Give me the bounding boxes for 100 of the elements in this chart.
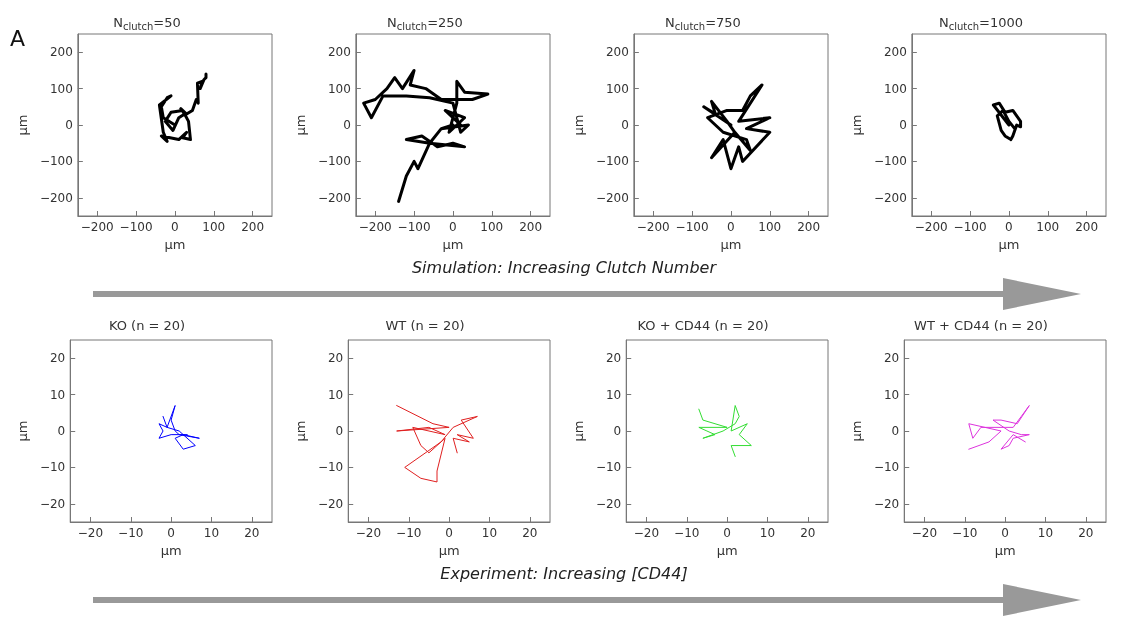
x-tick-label: 100 xyxy=(480,220,504,234)
y-tick-label: 0 xyxy=(65,118,73,132)
y-tick-label: 20 xyxy=(883,351,900,366)
y-axis-title: µm xyxy=(293,420,308,442)
x-axis-title: µm xyxy=(720,237,742,252)
y-tick-label: 200 xyxy=(883,45,907,60)
y-axis-title: µm xyxy=(849,420,864,442)
x-tick-label: −10 xyxy=(674,526,700,540)
y-tick-label: 20 xyxy=(49,351,66,366)
y-tick-label: −20 xyxy=(317,496,344,511)
y-tick-label: 100 xyxy=(49,81,73,96)
y-tick-label: 100 xyxy=(883,81,907,96)
x-tick-label: −20 xyxy=(355,526,382,540)
y-tick-label: −10 xyxy=(39,460,66,475)
x-tick-label: 0 xyxy=(727,220,735,234)
x-tick-label: 10 xyxy=(1037,526,1054,540)
x-axis-title: µm xyxy=(998,237,1020,252)
y-tick-label: 0 xyxy=(891,424,900,438)
x-tick-label: −100 xyxy=(119,220,153,234)
x-tick-label: −100 xyxy=(953,220,987,234)
x-tick-label: −200 xyxy=(636,220,670,234)
y-tick-label: −100 xyxy=(873,154,907,169)
x-tick-label: 200 xyxy=(519,220,543,234)
x-tick-label: −100 xyxy=(675,220,709,234)
x-tick-label: 20 xyxy=(522,526,538,540)
x-tick-label: 0 xyxy=(449,220,457,234)
line-series xyxy=(362,68,490,203)
y-tick-label: −200 xyxy=(317,190,351,205)
chart-title: WT (n = 20) xyxy=(385,318,465,333)
x-tick-label: −20 xyxy=(633,526,660,540)
line-series xyxy=(158,405,200,450)
y-tick-label: 10 xyxy=(327,387,344,402)
x-tick-label: 0 xyxy=(1005,220,1013,234)
x-tick-label: 200 xyxy=(241,220,265,234)
y-tick-label: 100 xyxy=(327,81,351,96)
x-tick-label: 10 xyxy=(481,526,498,540)
y-tick-label: 20 xyxy=(327,351,344,366)
y-tick-label: −100 xyxy=(39,154,73,169)
y-axis-title: µm xyxy=(293,114,308,136)
y-tick-label: −20 xyxy=(873,496,900,511)
x-tick-label: −100 xyxy=(397,220,431,234)
y-tick-label: −200 xyxy=(39,190,73,205)
x-tick-label: 20 xyxy=(244,526,260,540)
y-tick-label: −20 xyxy=(595,496,622,511)
x-axis-title: µm xyxy=(164,237,186,252)
x-tick-label: −200 xyxy=(358,220,392,234)
x-tick-label: 0 xyxy=(171,220,179,234)
x-axis-title: µm xyxy=(994,543,1016,558)
y-axis-title: µm xyxy=(571,114,586,136)
y-tick-label: 200 xyxy=(49,45,73,60)
x-tick-label: −20 xyxy=(911,526,938,540)
y-tick-label: −100 xyxy=(317,154,351,169)
y-tick-label: −200 xyxy=(873,190,907,205)
chart-title: KO + CD44 (n = 20) xyxy=(637,318,769,333)
y-tick-label: 0 xyxy=(343,118,351,132)
x-tick-label: 10 xyxy=(203,526,220,540)
y-tick-label: 10 xyxy=(49,387,66,402)
x-tick-label: −10 xyxy=(952,526,978,540)
x-tick-label: 20 xyxy=(1078,526,1094,540)
line-series xyxy=(157,72,208,143)
line-series xyxy=(698,405,752,457)
y-tick-label: 200 xyxy=(605,45,629,60)
y-tick-label: 0 xyxy=(621,118,629,132)
line-series xyxy=(991,101,1023,142)
x-tick-label: 10 xyxy=(759,526,776,540)
y-tick-label: −20 xyxy=(39,496,66,511)
y-tick-label: −10 xyxy=(873,460,900,475)
x-axis-title: µm xyxy=(160,543,182,558)
y-tick-label: 0 xyxy=(899,118,907,132)
x-tick-label: −20 xyxy=(77,526,104,540)
y-axis-title: µm xyxy=(849,114,864,136)
y-tick-label: 0 xyxy=(613,424,622,438)
x-tick-label: 0 xyxy=(445,526,453,540)
y-tick-label: 200 xyxy=(327,45,351,60)
x-tick-label: 200 xyxy=(1075,220,1099,234)
x-axis-title: µm xyxy=(438,543,460,558)
y-tick-label: −10 xyxy=(317,460,344,475)
x-tick-label: 0 xyxy=(167,526,175,540)
x-axis-title: µm xyxy=(716,543,738,558)
x-tick-label: 20 xyxy=(800,526,816,540)
line-series xyxy=(396,405,478,483)
text: Simulation: Increasing Clutch Number xyxy=(410,257,718,277)
text: A xyxy=(10,26,26,51)
y-tick-label: 10 xyxy=(883,387,900,402)
y-axis-title: µm xyxy=(15,420,30,442)
y-tick-label: 100 xyxy=(605,81,629,96)
line-series xyxy=(702,83,772,171)
y-tick-label: −10 xyxy=(595,460,622,475)
x-tick-label: 0 xyxy=(1001,526,1009,540)
y-tick-label: 10 xyxy=(605,387,622,402)
x-tick-label: 100 xyxy=(758,220,782,234)
x-tick-label: −10 xyxy=(396,526,422,540)
y-tick-label: 0 xyxy=(335,424,344,438)
x-tick-label: 200 xyxy=(797,220,821,234)
text: Experiment: Increasing [CD44] xyxy=(439,563,689,583)
y-tick-label: 20 xyxy=(605,351,622,366)
chart-title: KO (n = 20) xyxy=(108,318,186,333)
x-tick-label: 0 xyxy=(723,526,731,540)
line-series xyxy=(968,405,1030,450)
y-tick-label: 0 xyxy=(57,424,66,438)
